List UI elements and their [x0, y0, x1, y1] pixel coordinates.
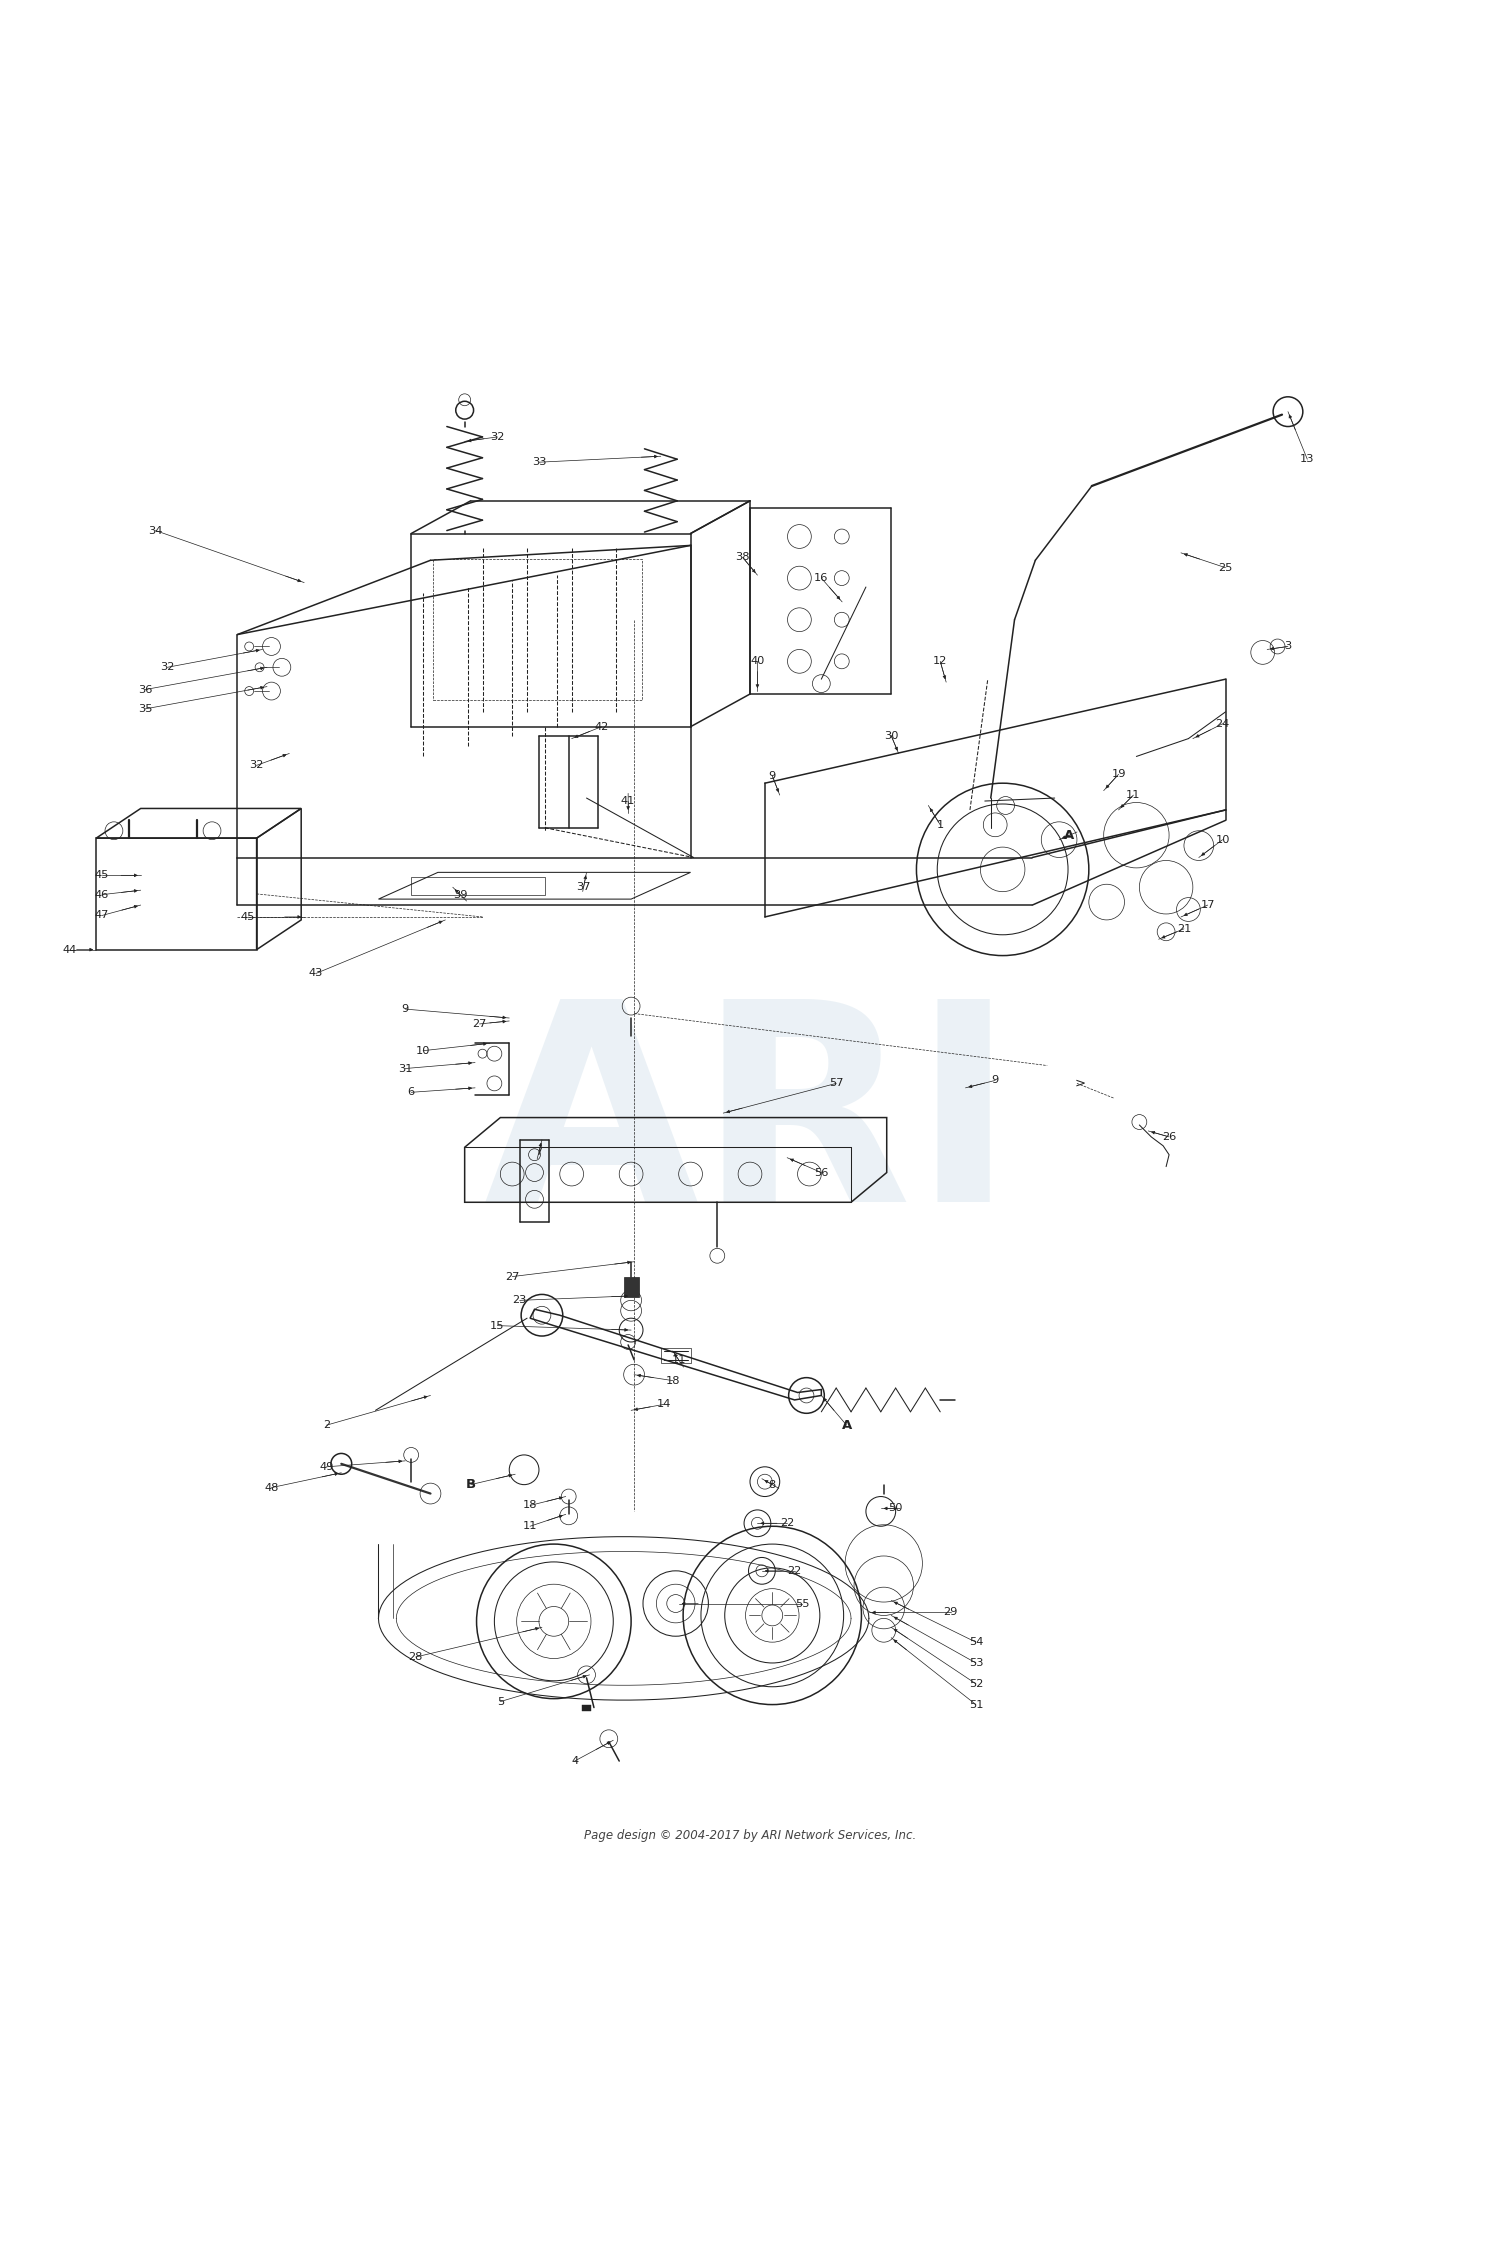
Bar: [662, 1348, 690, 1364]
Text: 8: 8: [768, 1480, 776, 1490]
Text: 47: 47: [94, 911, 110, 920]
Text: 17: 17: [1200, 900, 1215, 909]
Bar: [582, 1706, 591, 1710]
Bar: [624, 1276, 639, 1298]
Text: 57: 57: [830, 1078, 843, 1089]
Text: B: B: [465, 1478, 476, 1492]
Text: 9: 9: [992, 1076, 999, 1084]
Text: 37: 37: [576, 882, 591, 893]
Text: 30: 30: [884, 731, 898, 740]
Text: 52: 52: [969, 1678, 982, 1690]
Text: 16: 16: [815, 574, 828, 583]
Text: 50: 50: [888, 1503, 903, 1514]
Text: 5: 5: [496, 1696, 504, 1706]
Text: 22: 22: [788, 1566, 801, 1575]
Text: 7: 7: [536, 1148, 543, 1156]
Text: 55: 55: [795, 1598, 810, 1609]
Text: 10: 10: [1215, 835, 1230, 844]
Text: 40: 40: [750, 657, 765, 666]
Text: 27: 27: [472, 1019, 486, 1028]
Text: 26: 26: [1162, 1132, 1176, 1143]
Text: 46: 46: [94, 889, 110, 900]
Bar: [433, 558, 642, 700]
Text: 3: 3: [1284, 641, 1292, 652]
Text: 15: 15: [490, 1321, 504, 1330]
Text: 34: 34: [148, 526, 162, 536]
Text: ARI: ARI: [484, 990, 1016, 1260]
Text: 18: 18: [524, 1501, 537, 1510]
Text: 18: 18: [666, 1375, 680, 1386]
Text: 21: 21: [1178, 925, 1191, 934]
Text: 24: 24: [1215, 718, 1230, 729]
Text: 56: 56: [815, 1168, 828, 1177]
Text: 53: 53: [969, 1658, 982, 1667]
Text: 42: 42: [594, 722, 609, 731]
Text: 28: 28: [408, 1652, 423, 1663]
Text: 41: 41: [621, 796, 636, 806]
Text: 11: 11: [672, 1354, 686, 1366]
Text: 23: 23: [513, 1296, 526, 1305]
Text: >: >: [1074, 1078, 1086, 1089]
Text: 9: 9: [768, 772, 776, 781]
Text: 49: 49: [320, 1462, 333, 1472]
Text: 32: 32: [160, 662, 174, 673]
Text: 10: 10: [416, 1046, 430, 1055]
Text: 45: 45: [240, 911, 255, 922]
Text: 29: 29: [944, 1606, 958, 1618]
Text: 19: 19: [1112, 770, 1126, 778]
Text: 12: 12: [933, 657, 948, 666]
Text: 1: 1: [936, 819, 944, 830]
Bar: [411, 878, 544, 896]
Text: 45: 45: [94, 871, 110, 880]
Text: 2: 2: [322, 1420, 330, 1431]
Text: 32: 32: [249, 760, 264, 770]
Text: 38: 38: [735, 551, 750, 562]
Text: 43: 43: [309, 968, 322, 979]
Text: 48: 48: [264, 1483, 279, 1492]
Text: 4: 4: [572, 1755, 578, 1766]
Text: 32: 32: [490, 432, 504, 441]
Text: 33: 33: [531, 457, 546, 468]
Text: 22: 22: [780, 1519, 795, 1528]
Text: A: A: [1065, 828, 1074, 842]
Text: 51: 51: [969, 1699, 982, 1710]
Text: 11: 11: [524, 1521, 537, 1532]
Text: 9: 9: [402, 1004, 410, 1015]
Text: 36: 36: [138, 684, 153, 695]
Bar: [96, 839, 256, 950]
Text: 27: 27: [506, 1271, 519, 1282]
Text: 35: 35: [138, 704, 153, 713]
Text: 6: 6: [408, 1087, 414, 1098]
Text: 44: 44: [62, 945, 76, 954]
Text: Page design © 2004-2017 by ARI Network Services, Inc.: Page design © 2004-2017 by ARI Network S…: [584, 1829, 916, 1843]
Text: 54: 54: [969, 1638, 982, 1647]
Text: 14: 14: [657, 1400, 670, 1408]
Text: 39: 39: [453, 889, 468, 900]
Text: 31: 31: [398, 1064, 412, 1073]
Text: 11: 11: [1126, 790, 1140, 801]
Text: 13: 13: [1300, 455, 1314, 464]
Text: 25: 25: [1218, 562, 1233, 574]
Text: A: A: [842, 1420, 852, 1431]
